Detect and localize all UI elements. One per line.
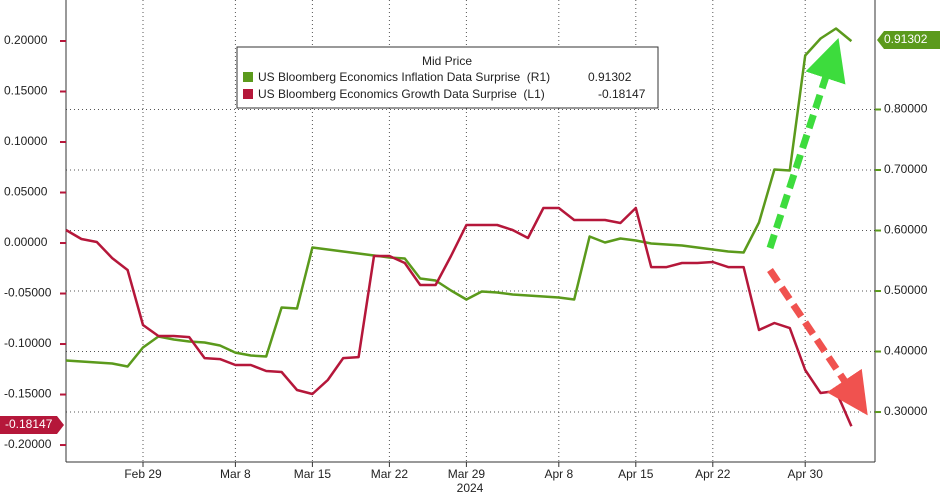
- y2-tick-label: 0.80000: [884, 102, 928, 116]
- x-tick-label: Apr 30: [788, 467, 824, 481]
- legend-value: -0.18147: [598, 87, 646, 101]
- y-tick-label: -0.15000: [4, 387, 52, 401]
- x-tick-label: Apr 8: [544, 467, 573, 481]
- x-tick-label: Feb 29: [124, 467, 162, 481]
- series-line: [65, 206, 853, 427]
- y-tick-label: 0.20000: [4, 33, 48, 47]
- last-value: 0.91302: [884, 32, 928, 46]
- y2-tick-label: 0.60000: [884, 223, 928, 237]
- up-arrow: [766, 38, 846, 250]
- x-tick-label: Mar 29: [448, 467, 486, 481]
- legend-box: [236, 46, 659, 109]
- x-tick-label: Mar 15: [294, 467, 332, 481]
- legend-title: Mid Price: [422, 54, 472, 68]
- y-tick-label: 0.00000: [4, 235, 48, 249]
- lines: [65, 27, 853, 427]
- down-arrow: [767, 268, 868, 416]
- y-tick-label: -0.10000: [4, 336, 52, 350]
- y-tick-label: 0.05000: [4, 185, 48, 199]
- y-tick-label: -0.20000: [4, 437, 52, 451]
- legend-swatch: [243, 89, 253, 99]
- legend-swatch: [243, 72, 253, 82]
- y-tick-label: 0.15000: [4, 84, 48, 98]
- y2-tick-label: 0.40000: [884, 344, 928, 358]
- y2-tick-label: 0.70000: [884, 162, 928, 176]
- last-value: -0.18147: [5, 417, 53, 431]
- series-line: [65, 27, 853, 368]
- last-value-tag: 0.91302: [877, 31, 940, 49]
- y-tick-label: 0.10000: [4, 134, 48, 148]
- legend-label: US Bloomberg Economics Inflation Data Su…: [258, 70, 550, 84]
- x-tick-label: Apr 22: [695, 467, 731, 481]
- y2-tick-label: 0.50000: [884, 283, 928, 297]
- last-value-tag: -0.18147: [0, 416, 64, 434]
- x-axis-label: 2024: [457, 481, 484, 495]
- legend: Mid Price US Bloomberg Economics Inflati…: [236, 46, 659, 109]
- y2-tick-label: 0.30000: [884, 404, 928, 418]
- legend-value: 0.91302: [588, 70, 632, 84]
- x-tick-label: Mar 8: [220, 467, 251, 481]
- x-tick-label: Apr 15: [618, 467, 654, 481]
- x-tick-label: Mar 22: [371, 467, 409, 481]
- y-tick-label: -0.05000: [4, 286, 52, 300]
- legend-label: US Bloomberg Economics Growth Data Surpr…: [258, 87, 545, 101]
